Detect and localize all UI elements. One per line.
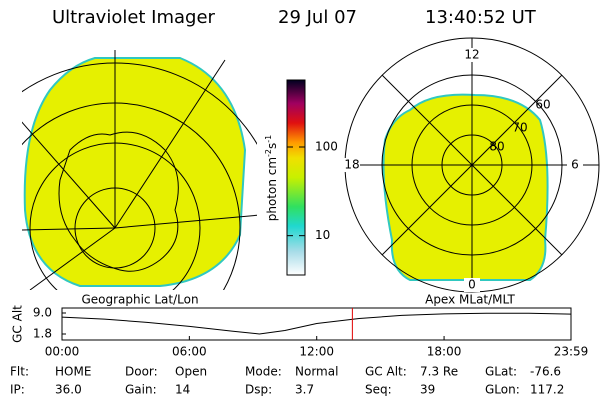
label-part: -1 xyxy=(264,135,273,143)
x-tick-label: 12:00 xyxy=(299,345,334,359)
x-tick-label: 06:00 xyxy=(172,345,207,359)
mlt-label: 0 xyxy=(468,278,476,292)
panel-label: Apex MLat/MLT xyxy=(425,293,515,307)
x-tick-label: 23:59 xyxy=(554,345,589,359)
mlt-label: 12 xyxy=(464,48,479,62)
info-label: GLat: xyxy=(485,365,517,379)
y-axis-label: GC Alt xyxy=(11,305,25,343)
info-label: Dsp: xyxy=(245,383,272,397)
info-value: 39 xyxy=(420,383,435,397)
lat-label: 70 xyxy=(512,121,527,135)
info-label: Door: xyxy=(125,365,158,379)
info-label: Gain: xyxy=(125,383,157,397)
label-part: s xyxy=(265,143,279,149)
colorbar-tick-label: 100 xyxy=(315,140,338,154)
x-tick-label: 00:00 xyxy=(45,345,80,359)
lat-label: 80 xyxy=(489,140,504,154)
time: 13:40:52 UT xyxy=(425,7,537,28)
info-label: GLon: xyxy=(485,383,520,397)
info-value: HOME xyxy=(55,365,91,379)
info-value: Open xyxy=(175,365,207,379)
label-bg xyxy=(464,48,480,62)
lat-label: 60 xyxy=(535,98,550,112)
colorbar xyxy=(286,79,306,276)
apex-image xyxy=(344,37,600,293)
info-value: 117.2 xyxy=(530,383,564,397)
y-tick-label: 9.0 xyxy=(33,306,52,320)
label-bg xyxy=(344,158,360,172)
colorbar-tick-label: 10 xyxy=(315,228,330,242)
title: Ultraviolet Imager xyxy=(52,7,216,28)
panel-label: Geographic Lat/Lon xyxy=(81,293,198,307)
x-tick-label: 18:00 xyxy=(427,345,462,359)
info-value: 3.7 xyxy=(295,383,314,397)
info-value: 36.0 xyxy=(55,383,82,397)
label-bg xyxy=(464,278,480,292)
info-label: IP: xyxy=(10,383,25,397)
mlt-label: 6 xyxy=(571,158,579,172)
info-label: GC Alt: xyxy=(365,365,407,379)
date: 29 Jul 07 xyxy=(278,7,357,28)
info-value: 7.3 Re xyxy=(420,365,458,379)
geographic-image xyxy=(22,50,257,290)
info-label: Seq: xyxy=(365,383,392,397)
mlt-label: 18 xyxy=(344,158,359,172)
colorbar-label: photon cm-2s-1 xyxy=(264,135,279,222)
info-label: Mode: xyxy=(245,365,282,379)
y-tick-label: 1.8 xyxy=(33,327,52,341)
label-part: photon cm xyxy=(265,157,279,221)
info-value: 14 xyxy=(175,383,190,397)
altitude-line xyxy=(61,312,572,335)
info-value: Normal xyxy=(295,365,338,379)
label-part: -2 xyxy=(264,149,273,157)
info-value: -76.6 xyxy=(530,365,561,379)
info-label: Flt: xyxy=(10,365,29,379)
label-bg xyxy=(567,158,583,172)
